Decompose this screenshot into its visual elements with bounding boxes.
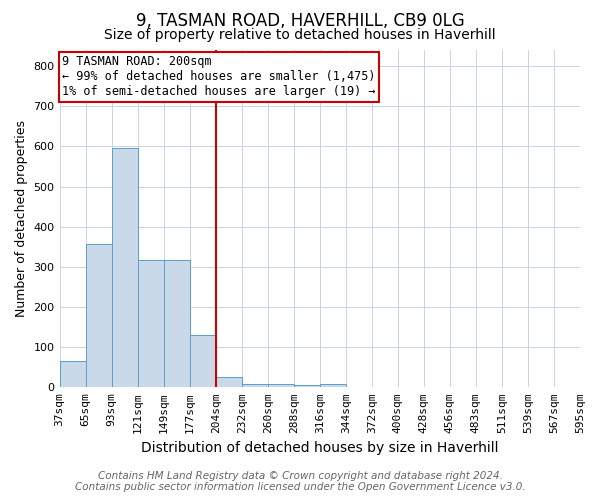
Bar — [137, 260, 164, 388]
Text: 9, TASMAN ROAD, HAVERHILL, CB9 0LG: 9, TASMAN ROAD, HAVERHILL, CB9 0LG — [136, 12, 464, 30]
X-axis label: Distribution of detached houses by size in Haverhill: Distribution of detached houses by size … — [141, 441, 499, 455]
Bar — [190, 335, 215, 388]
Bar — [86, 244, 112, 388]
Text: 9 TASMAN ROAD: 200sqm
← 99% of detached houses are smaller (1,475)
1% of semi-de: 9 TASMAN ROAD: 200sqm ← 99% of detached … — [62, 55, 376, 98]
Bar — [320, 384, 346, 388]
Bar — [294, 386, 320, 388]
Bar — [112, 148, 137, 388]
Bar — [268, 384, 294, 388]
Y-axis label: Number of detached properties: Number of detached properties — [15, 120, 28, 317]
Bar — [242, 384, 268, 388]
Bar — [164, 260, 190, 388]
Text: Size of property relative to detached houses in Haverhill: Size of property relative to detached ho… — [104, 28, 496, 42]
Bar — [215, 378, 242, 388]
Bar — [59, 361, 86, 388]
Text: Contains HM Land Registry data © Crown copyright and database right 2024.
Contai: Contains HM Land Registry data © Crown c… — [74, 471, 526, 492]
